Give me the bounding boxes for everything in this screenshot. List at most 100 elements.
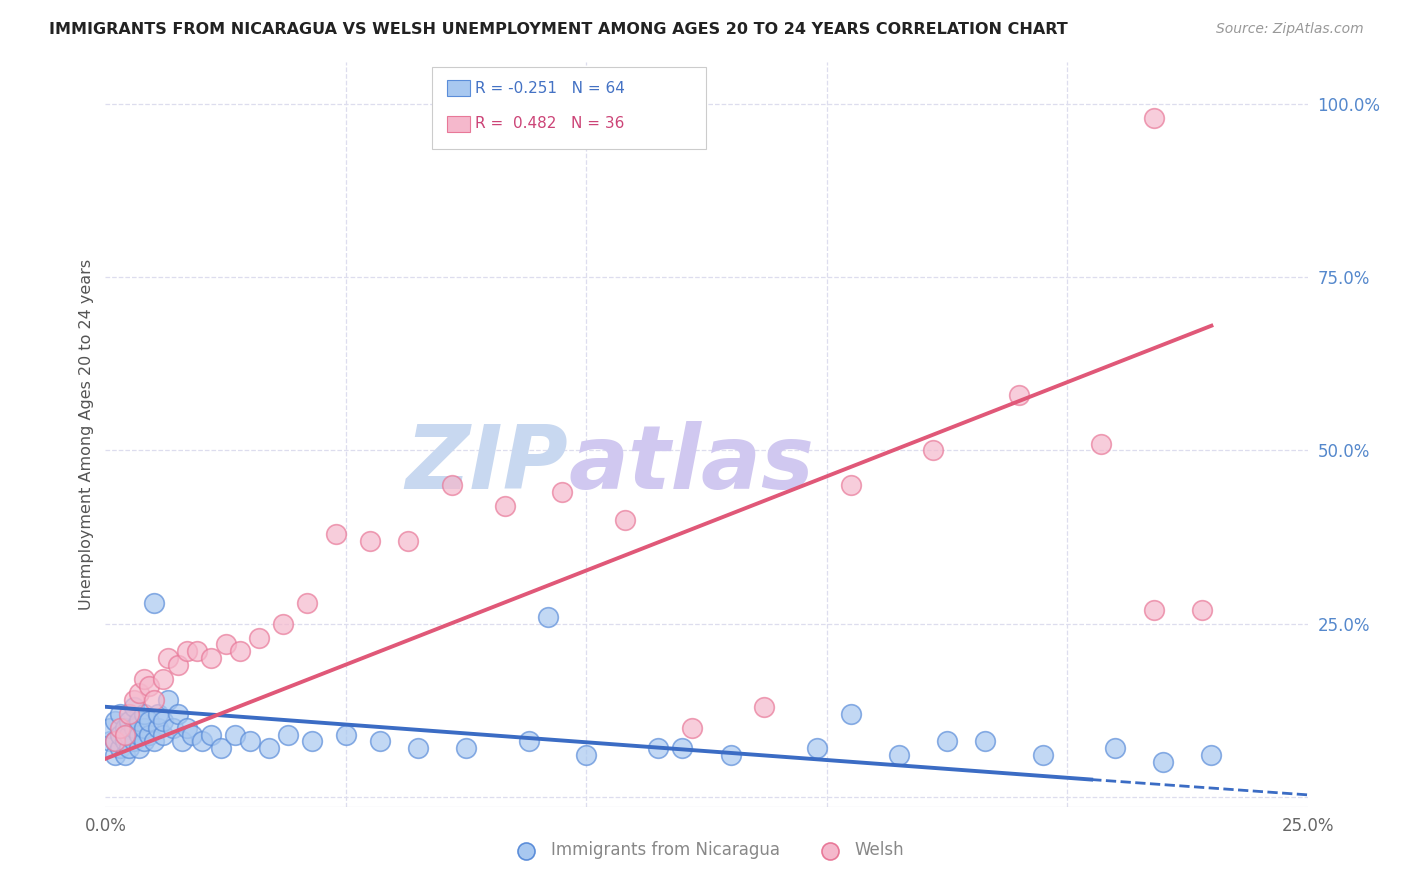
- Point: [887, 748, 910, 763]
- Point: [257, 741, 280, 756]
- Point: [359, 533, 381, 548]
- Point: [124, 693, 146, 707]
- Point: [440, 478, 463, 492]
- Point: [936, 734, 959, 748]
- Point: [335, 727, 357, 741]
- Point: [156, 693, 179, 707]
- Point: [132, 721, 155, 735]
- Text: Source: ZipAtlas.com: Source: ZipAtlas.com: [1216, 22, 1364, 37]
- Text: R = -0.251   N = 64: R = -0.251 N = 64: [475, 81, 626, 95]
- Point: [132, 672, 155, 686]
- Point: [148, 706, 170, 721]
- Point: [132, 734, 155, 748]
- Point: [124, 734, 146, 748]
- Point: [301, 734, 323, 748]
- Point: [148, 721, 170, 735]
- Point: [368, 734, 391, 748]
- Point: [114, 748, 136, 763]
- Point: [152, 672, 174, 686]
- Point: [132, 706, 155, 721]
- Point: [224, 727, 246, 741]
- Point: [396, 533, 419, 548]
- Point: [681, 721, 703, 735]
- Text: ZIP: ZIP: [405, 421, 568, 508]
- Point: [152, 714, 174, 728]
- Point: [647, 741, 669, 756]
- Text: atlas: atlas: [568, 421, 814, 508]
- Point: [108, 721, 131, 735]
- Point: [209, 741, 232, 756]
- Point: [494, 499, 516, 513]
- Point: [176, 644, 198, 658]
- Point: [806, 741, 828, 756]
- Legend: Immigrants from Nicaragua, Welsh: Immigrants from Nicaragua, Welsh: [502, 835, 911, 866]
- Point: [152, 727, 174, 741]
- Point: [297, 596, 319, 610]
- Point: [142, 734, 165, 748]
- Point: [671, 741, 693, 756]
- Point: [273, 616, 295, 631]
- Point: [1090, 436, 1112, 450]
- Point: [181, 727, 204, 741]
- Point: [1191, 603, 1213, 617]
- Point: [839, 706, 862, 721]
- Point: [118, 706, 141, 721]
- Point: [229, 644, 252, 658]
- Point: [156, 651, 179, 665]
- Point: [118, 727, 141, 741]
- Point: [921, 443, 943, 458]
- Point: [1201, 748, 1223, 763]
- Point: [247, 631, 270, 645]
- Point: [839, 478, 862, 492]
- Point: [104, 714, 127, 728]
- Point: [214, 637, 236, 651]
- Point: [172, 734, 194, 748]
- Point: [98, 721, 121, 735]
- Point: [128, 727, 150, 741]
- Point: [98, 734, 121, 748]
- Point: [142, 596, 165, 610]
- Point: [575, 748, 598, 763]
- Point: [104, 734, 127, 748]
- Text: R =  0.482   N = 36: R = 0.482 N = 36: [475, 117, 624, 131]
- Point: [200, 727, 222, 741]
- Point: [104, 748, 127, 763]
- Point: [104, 734, 127, 748]
- Point: [239, 734, 262, 748]
- Point: [128, 741, 150, 756]
- Point: [537, 609, 560, 624]
- Point: [114, 721, 136, 735]
- Point: [138, 727, 160, 741]
- Point: [974, 734, 997, 748]
- Point: [720, 748, 742, 763]
- Point: [1143, 603, 1166, 617]
- Point: [114, 727, 136, 741]
- Point: [277, 727, 299, 741]
- Text: IMMIGRANTS FROM NICARAGUA VS WELSH UNEMPLOYMENT AMONG AGES 20 TO 24 YEARS CORREL: IMMIGRANTS FROM NICARAGUA VS WELSH UNEMP…: [49, 22, 1069, 37]
- Point: [166, 658, 188, 673]
- Point: [124, 699, 146, 714]
- Point: [124, 721, 146, 735]
- Point: [108, 727, 131, 741]
- Point: [186, 644, 208, 658]
- Point: [1104, 741, 1126, 756]
- Point: [114, 734, 136, 748]
- Point: [325, 526, 347, 541]
- Point: [138, 679, 160, 693]
- Point: [1152, 756, 1174, 770]
- Point: [754, 699, 776, 714]
- Point: [1008, 388, 1031, 402]
- Point: [108, 706, 131, 721]
- Point: [108, 741, 131, 756]
- Point: [138, 714, 160, 728]
- Point: [1143, 111, 1166, 125]
- Point: [454, 741, 477, 756]
- Point: [128, 686, 150, 700]
- Point: [176, 721, 198, 735]
- Point: [118, 714, 141, 728]
- Point: [190, 734, 212, 748]
- Point: [517, 734, 540, 748]
- Point: [142, 693, 165, 707]
- Point: [1032, 748, 1054, 763]
- Point: [162, 721, 184, 735]
